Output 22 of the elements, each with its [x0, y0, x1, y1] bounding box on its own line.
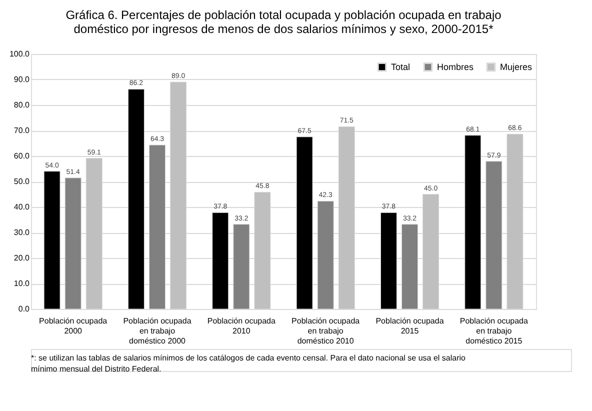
legend-label: Mujeres — [500, 62, 533, 72]
chart-title: Gráfica 6. Percentajes de población total ocupada y población ocupada en trabajo doméstico por ingresos de menos de dos salarios mínimos y sexo, 2000-2015* — [66, 8, 502, 36]
legend-label: Total — [391, 62, 410, 72]
y-tick-label: 50.0 — [14, 177, 30, 186]
x-tick-label: Población ocupada en trabajo doméstico 2010 — [292, 316, 360, 346]
x-tick-label: Población ocupada en trabajo doméstico 2015 — [460, 316, 528, 346]
y-tick-label: 10.0 — [14, 279, 30, 288]
y-tick-label: 60.0 — [14, 152, 30, 160]
text: *: se utilizan las tablas de salarios mínimos de los catálogos de cada evento censal. Para el dato nacional se usa el salario mínimo mensual del Distrito Federal. — [31, 354, 466, 374]
y-tick-label: 100.0 — [9, 50, 30, 58]
x-tick-label: Población ocupada 2010 — [207, 316, 276, 336]
y-tick-label: 20.0 — [14, 254, 30, 262]
y-tick-label: 80.0 — [14, 100, 30, 110]
x-tick-label: Población ocupada 2015 — [376, 316, 444, 336]
y-tick-label: 0.0 — [18, 304, 30, 314]
legend-label: Hombres — [437, 62, 474, 72]
y-tick-label: 40.0 — [14, 202, 30, 212]
y-tick-label: 90.0 — [14, 75, 30, 84]
y-tick-label: 70.0 — [14, 126, 30, 135]
y-tick-label: 30.0 — [14, 228, 30, 237]
x-tick-label: Población ocupada 2000 — [39, 316, 108, 336]
x-tick-label: Población ocupada en trabajo doméstico 2000 — [123, 316, 192, 346]
